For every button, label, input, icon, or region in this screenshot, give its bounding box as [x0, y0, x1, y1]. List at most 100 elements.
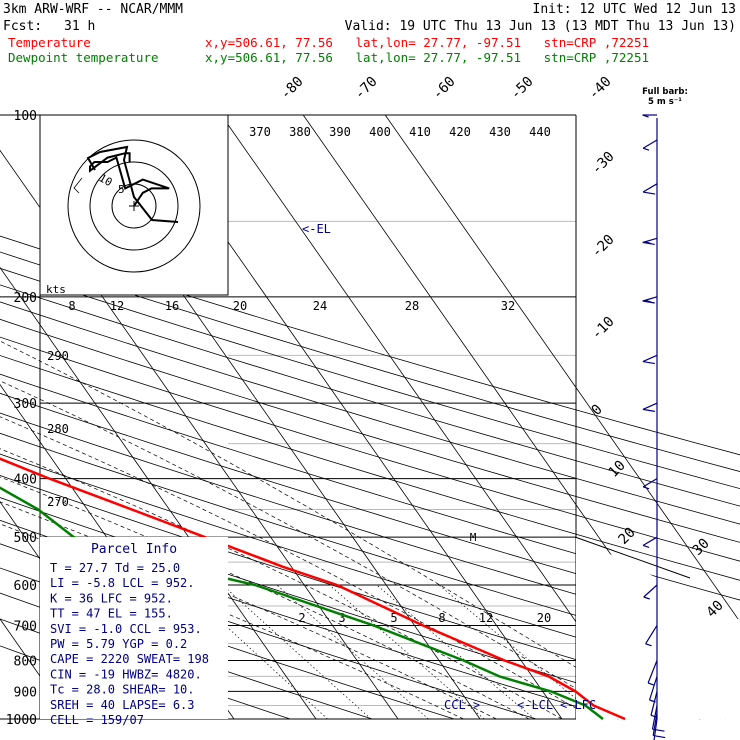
parcel-info-row: Tc = 28.0 SHEAR= 10. [50, 683, 195, 697]
moist-adiabat-label: 24 [313, 299, 327, 313]
wind-barb-shaft [642, 237, 658, 244]
level-ccl-label: CCL-> [444, 698, 480, 712]
wind-barb-flag [653, 734, 666, 739]
model-title: 3km ARW-WRF -- NCAR/MMM [3, 2, 183, 17]
pressure-tick-label: 300 [14, 397, 37, 412]
parcel-info-row: CIN = -19 HWBZ= 4820. [50, 667, 202, 681]
barb-key-line1: Full barb: [642, 87, 688, 97]
parcel-info-row: SVI = -1.0 CCL = 953. [50, 622, 202, 636]
wind-barb-shaft [642, 402, 658, 410]
dry-adiabat-line [0, 284, 740, 507]
isotherm-line [0, 266, 317, 720]
wind-barb-shaft [642, 478, 658, 488]
wind-barb-shaft [642, 536, 658, 546]
moist-marker-label: M [470, 531, 477, 544]
barb-key-line2: 5 m s⁻¹ [648, 97, 682, 107]
dry-adiabat-line [0, 267, 740, 490]
temperature-profile [0, 457, 626, 721]
mixing-ratio-line [376, 584, 535, 720]
isotherm-line [384, 114, 740, 623]
isotherm-label-right: 10 [606, 458, 629, 481]
legend-dewpoint-label: Dewpoint temperature [8, 50, 159, 65]
wind-barb-flag [647, 682, 655, 686]
dry-adiabat-line [0, 235, 740, 456]
dry-adiabat-line [0, 412, 740, 642]
dry-adiabat-line [0, 251, 740, 472]
sounding-profiles: <-EL <-LCL <-LFC CCL-> [0, 222, 626, 721]
dry-adiabat-line [0, 355, 740, 581]
moist-adiabat-label: 12 [110, 299, 124, 313]
pressure-tick-label: 400 [14, 473, 37, 488]
parcel-info-row: LI = -5.8 LCL = 952. [50, 576, 195, 590]
hodograph-unit-label: kts [46, 283, 66, 296]
wind-barb-flag [642, 360, 655, 365]
dry-adiabat-line [0, 567, 455, 720]
theta-label: 410 [409, 125, 431, 139]
wind-barb-shaft [651, 705, 658, 730]
wind-barb-shaft [642, 354, 658, 363]
wind-barb-flag [642, 408, 655, 412]
mixing-ratio-label: 5 [390, 611, 397, 625]
dry-adiabat-line [0, 592, 373, 720]
isotherm-label-top: -50 [508, 74, 537, 103]
wind-barb-shaft [643, 584, 658, 598]
dry-adiabat-line [0, 318, 740, 543]
moist-adiabat-line [0, 501, 497, 720]
mixing-ratio-label: 2 [298, 611, 305, 625]
hodograph: kts 510 [39, 114, 229, 296]
valid-time: Valid: 19 UTC Thu 13 Jun 13 (13 MDT Thu … [345, 19, 736, 34]
legend-temperature-label: Temperature [8, 35, 91, 50]
hodograph-trace [89, 152, 170, 207]
dry-adiabat-line [0, 392, 740, 621]
parcel-info-row: PW = 5.79 YGP = 0.2 [50, 637, 187, 651]
wind-barb-flag [652, 728, 665, 732]
parcel-info-row: SREH = 40 LAPSE= 6.3 [50, 698, 195, 712]
moist-adiabat-line [0, 380, 628, 720]
theta-label: 420 [449, 125, 471, 139]
hodograph-ring-label: 10 [97, 171, 115, 189]
hodograph-ring [67, 139, 201, 273]
isotherm-label-top: -80 [278, 74, 307, 103]
parcel-info-row: CELL = 159/07 [50, 713, 144, 727]
hodograph-ring-label: 5 [118, 183, 125, 196]
moist-adiabat-label: 20 [233, 299, 247, 313]
dry-adiabat-line [0, 432, 740, 663]
parcel-info-panel: Parcel Info T = 27.7 Td = 25.0LI = -5.8 L… [40, 537, 228, 727]
moist-adiabat-label: 28 [405, 299, 419, 313]
pressure-tick-label: 600 [14, 579, 37, 594]
hodograph-trace-main [86, 145, 179, 223]
moist-adiabat-label: 8 [68, 299, 75, 313]
wind-barb-flag [643, 191, 656, 195]
wind-barb-flag [642, 486, 650, 490]
isotherm-label-top: -40 [586, 74, 615, 103]
parcel-info-title: Parcel Info [91, 542, 177, 557]
isotherm-label-top: -70 [352, 74, 381, 103]
isotherm-label-top: -60 [430, 74, 459, 103]
pressure-tick-label: 100 [14, 109, 37, 124]
dry-adiabat-label: 290 [47, 349, 69, 363]
mask-region [576, 537, 740, 719]
pressure-tick-label: 200 [14, 291, 37, 306]
wind-barb-flag [642, 544, 650, 548]
dry-adiabat-line [0, 301, 740, 525]
dry-adiabat-label: 270 [47, 495, 69, 509]
forecast-hours: 31 h [64, 19, 95, 34]
isotherm-label-right: -20 [589, 232, 618, 261]
boundary-line [574, 536, 691, 579]
pressure-tick-label: 800 [14, 654, 37, 669]
mixing-ratio-label: 8 [438, 611, 445, 625]
dewpoint-profile [0, 486, 604, 720]
isotherm-label-right: -10 [589, 314, 618, 343]
theta-label: 400 [369, 125, 391, 139]
level-lfc-label: <-LFC [560, 698, 596, 712]
isotherm-label-right: 0 [589, 402, 606, 419]
moist-adiabat-line [0, 416, 595, 720]
theta-label: 430 [489, 125, 511, 139]
moist-adiabat-label: 16 [165, 299, 179, 313]
legend-dewpoint-info: x,y=506.61, 77.56 lat,lon= 27.77, -97.51… [205, 50, 649, 65]
theta-label: 370 [249, 125, 271, 139]
wind-barb-flag [649, 699, 656, 703]
level-el-label: <-EL [302, 222, 331, 236]
mixing-ratio-line [276, 584, 429, 720]
